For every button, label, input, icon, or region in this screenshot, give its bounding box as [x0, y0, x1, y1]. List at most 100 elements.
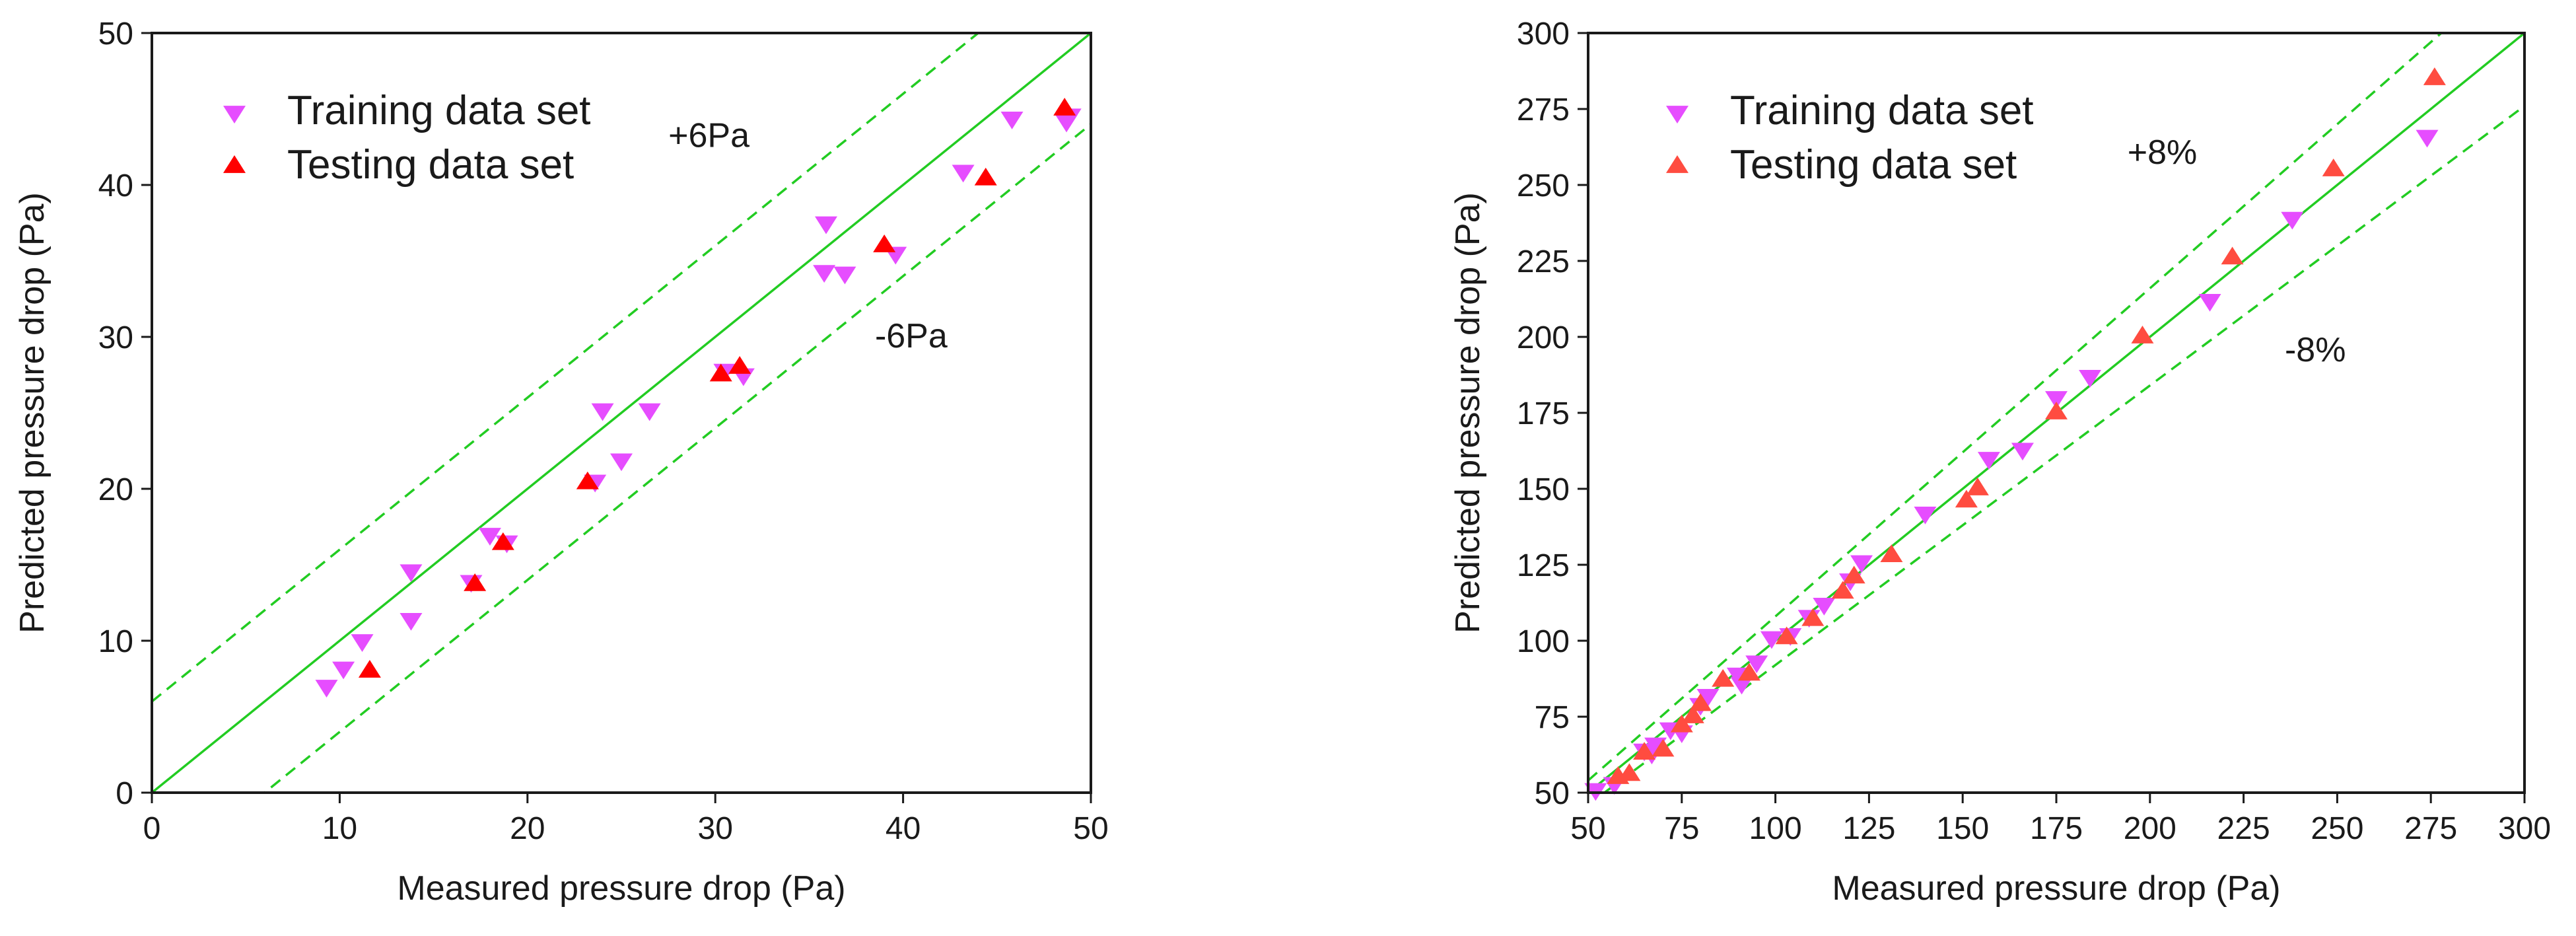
x-tick-label: 20: [510, 811, 545, 846]
training-point: [1850, 555, 1873, 573]
testing-point: [1681, 705, 1704, 723]
testing-point: [2221, 246, 2244, 265]
x-tick-label: 40: [886, 811, 921, 846]
training-point: [1730, 676, 1753, 695]
triangle-up-icon: [1666, 155, 1688, 173]
testing-point: [1966, 478, 1989, 495]
upper-band-label: +6Pa: [668, 117, 749, 155]
training-point: [813, 265, 836, 283]
y-tick-label: 50: [98, 17, 133, 52]
legend: Training data set Testing data set: [1666, 88, 2034, 188]
x-tick-label: 275: [2404, 811, 2457, 846]
y-tick-label: 0: [116, 776, 133, 811]
lower-tolerance-line: [262, 123, 1091, 793]
triangle-down-icon: [1666, 106, 1688, 124]
testing-point: [358, 660, 381, 678]
x-tick-label: 50: [1570, 811, 1605, 846]
testing-point: [728, 356, 751, 374]
testing-point: [1801, 608, 1825, 626]
testing-point: [1955, 489, 1978, 508]
testing-point: [2045, 402, 2068, 419]
y-tick-label: 125: [1517, 548, 1570, 583]
y-tick-label: 100: [1517, 624, 1570, 659]
tolerance-lines: [152, 33, 1091, 793]
y-tick-label: 150: [1517, 472, 1570, 507]
x-tick-label: 150: [1936, 811, 1989, 846]
training-point: [1000, 111, 1024, 129]
training-point: [610, 453, 633, 472]
x-tick-label: 200: [2124, 811, 2176, 846]
training-point: [478, 528, 501, 546]
y-tick-label: 50: [1535, 776, 1570, 811]
x-tick-label: 10: [322, 811, 357, 846]
x-tick-label: 300: [2498, 811, 2551, 846]
y-axis-title: Predicted pressure drop (Pa): [1449, 192, 1487, 633]
x-tick-label: 50: [1073, 811, 1108, 846]
upper-band-label: +8%: [2128, 133, 2198, 172]
left-panel: 0 10 20 30 40 50 0 10 20 30 40 50 Training data set…: [13, 17, 1109, 908]
testing-point: [1880, 544, 1903, 563]
testing-point: [974, 167, 997, 186]
x-tick-label: 125: [1842, 811, 1895, 846]
y-tick-label: 275: [1517, 92, 1570, 127]
testing-point: [1775, 626, 1798, 645]
training-point: [591, 403, 614, 421]
training-point: [2079, 369, 2102, 388]
y-tick-label: 20: [98, 472, 133, 507]
y-tick-label: 175: [1517, 396, 1570, 431]
training-point: [2045, 391, 2068, 409]
x-axis-title: Measured pressure drop (Pa): [1832, 869, 2280, 908]
x-tick-label: 250: [2311, 811, 2363, 846]
testing-point: [2322, 159, 2345, 176]
testing-point: [1831, 581, 1854, 599]
testing-point: [1842, 565, 1865, 584]
upper-tolerance-line: [1588, 33, 2443, 781]
x-tick-label: 75: [1664, 811, 1699, 846]
training-point: [332, 661, 355, 680]
y-axis-title: Predicted pressure drop (Pa): [13, 192, 52, 633]
x-tick-label: 175: [2030, 811, 2083, 846]
testing-point: [1737, 663, 1760, 681]
testing-point: [1633, 742, 1656, 760]
y-tick-label: 10: [98, 624, 133, 659]
training-point: [952, 164, 975, 183]
testing-point: [1689, 693, 1712, 711]
legend-label: Testing data set: [287, 142, 574, 188]
legend: Training data set Testing data set: [223, 88, 591, 188]
training-point: [2011, 443, 2034, 461]
training-point: [400, 564, 423, 583]
x-tick-label: 0: [143, 811, 161, 846]
testing-point: [1652, 738, 1675, 757]
training-point: [1914, 506, 1937, 524]
testing-point: [464, 573, 487, 591]
axis-ticks: 0 10 20 30 40 50 0 10 20 30 40 50: [98, 17, 1109, 846]
training-point: [1977, 452, 2000, 470]
lower-band-label: -6Pa: [875, 317, 948, 355]
triangle-down-icon: [223, 106, 246, 124]
legend-item-training: Training data set: [1666, 88, 2034, 133]
training-point: [1760, 631, 1783, 649]
training-point: [814, 216, 837, 234]
y-tick-label: 225: [1517, 244, 1570, 279]
legend-label: Training data set: [287, 88, 591, 133]
testing-series: [358, 98, 1076, 678]
x-axis-title: Measured pressure drop (Pa): [397, 869, 845, 908]
testing-point: [873, 234, 896, 252]
lower-band-label: -8%: [2285, 331, 2346, 369]
y-tick-label: 300: [1517, 17, 1570, 52]
testing-point: [709, 363, 732, 382]
testing-point: [1712, 668, 1735, 687]
right-panel: 50 75 100 125 150 175 200 225 250 275 300 50 75 100 12…: [1449, 17, 2551, 908]
y-tick-label: 30: [98, 320, 133, 355]
training-point: [2281, 211, 2304, 230]
x-tick-label: 30: [698, 811, 733, 846]
y-tick-label: 75: [1535, 700, 1570, 735]
legend-label: Training data set: [1730, 88, 2034, 133]
y-tick-label: 40: [98, 168, 133, 203]
plot-frame: [151, 32, 1092, 794]
training-point: [351, 634, 374, 652]
training-point: [1813, 597, 1836, 616]
y-tick-label: 200: [1517, 320, 1570, 355]
testing-point: [2423, 67, 2446, 85]
